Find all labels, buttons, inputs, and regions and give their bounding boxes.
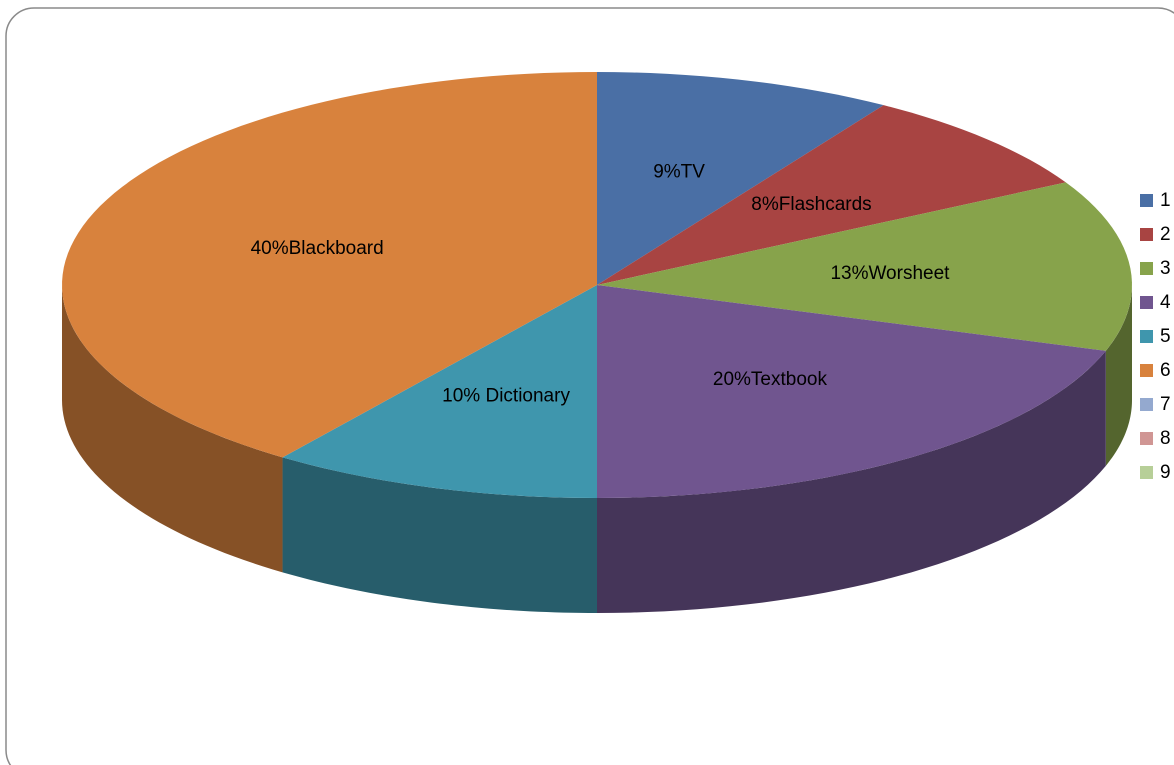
legend-label: 2 [1160,224,1171,245]
legend-swatch [1140,466,1153,479]
legend-swatch [1140,398,1153,411]
pie-slice [62,72,598,458]
pie-side [1105,285,1132,466]
legend-label: 3 [1160,258,1171,279]
legend-label: 9 [1160,462,1171,483]
data-label: 13%Worsheet [830,263,950,284]
legend-label: 7 [1160,394,1171,415]
data-label: 40%Blackboard [251,238,384,259]
legend-label: 1 [1160,190,1171,211]
legend-swatch [1140,228,1153,241]
legend-swatch [1140,330,1153,343]
data-label: 20%Textbook [713,369,828,390]
legend-label: 4 [1160,292,1171,313]
pie-side [62,285,283,573]
legend-swatch [1140,262,1153,275]
legend-label: 5 [1160,326,1171,347]
legend-swatch [1140,296,1153,309]
pie-slice [597,182,1132,351]
pie-slice [282,285,597,498]
pie-sides [62,285,1132,613]
legend: 1 2 3 4 5 6 7 8 9 [1140,190,1171,483]
data-label: 8%Flashcards [751,194,871,215]
pie-side [597,350,1106,613]
data-labels: 9%TV 8%Flashcards 13%Worsheet 20%Textbook 10… [251,162,951,407]
data-label: 9%TV [653,162,705,183]
legend-swatch [1140,364,1153,377]
data-label: 10% Dictionary [442,385,570,406]
legend-label: 8 [1160,428,1171,449]
legend-swatch [1140,194,1153,207]
pie-slice [597,72,884,285]
pie-slice [597,285,1106,498]
pie-side [282,457,597,613]
legend-swatch [1140,432,1153,445]
legend-label: 6 [1160,360,1171,381]
pie-tops [62,72,1132,498]
pie-slice [597,105,1066,286]
